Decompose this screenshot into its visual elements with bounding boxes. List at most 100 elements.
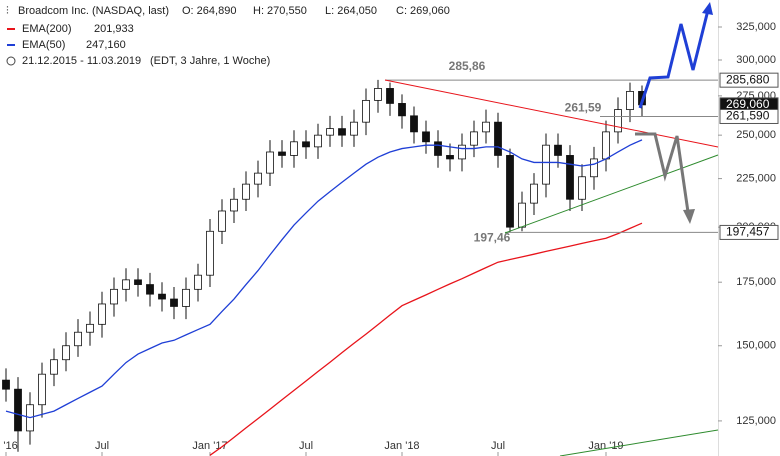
price-label: 269,060 <box>726 97 770 111</box>
candle-body <box>338 128 346 136</box>
candle-body <box>122 279 130 290</box>
high: H: 270,550 <box>253 5 307 17</box>
candle-body <box>62 345 70 361</box>
legend-label: EMA(200) <box>22 23 72 35</box>
candle-body <box>398 103 406 117</box>
candle-body <box>278 151 286 156</box>
candle-body <box>530 183 538 204</box>
candle-body <box>626 90 634 110</box>
price-label: 285,680 <box>726 72 770 86</box>
legend-value: 247,160 <box>86 39 126 51</box>
candle-body <box>38 373 46 406</box>
x-tick-label: Jan '19 <box>588 440 623 452</box>
candle-body <box>446 155 454 160</box>
x-tick-label: Jan '18 <box>384 440 419 452</box>
y-tick-label: 250,000 <box>736 129 776 141</box>
candle-body <box>14 388 22 432</box>
x-tick-label: n '16 <box>0 440 18 452</box>
candle-body <box>206 230 214 276</box>
y-tick-label: 150,000 <box>736 340 776 352</box>
header: ⫶ Broadcom Inc. (NASDAQ, last) O: 264,89… <box>6 5 450 67</box>
candle-body <box>2 379 10 390</box>
ema-line <box>209 222 643 456</box>
ema-line <box>5 139 643 419</box>
annotation: 197,46 <box>474 231 511 245</box>
candle-body <box>422 131 430 143</box>
candle-body <box>194 274 202 290</box>
plot: 125,000150,000175,000200,000225,000250,0… <box>0 21 779 456</box>
candle-body <box>434 141 442 156</box>
arrowhead <box>702 2 713 15</box>
trendline <box>384 79 719 148</box>
candle-body <box>170 298 178 307</box>
candle-body <box>386 88 394 104</box>
candle-body <box>50 359 58 375</box>
y-tick-label: 325,000 <box>736 21 776 33</box>
candle-body <box>554 144 562 156</box>
candle-body <box>602 131 610 160</box>
candle-body <box>482 121 490 133</box>
open: O: 264,890 <box>182 5 236 17</box>
candle-body <box>362 99 370 123</box>
candle-body <box>218 210 226 232</box>
candle-body <box>590 158 598 178</box>
annotation: 285,86 <box>449 59 486 73</box>
candle-body <box>518 202 526 228</box>
instrument-name: Broadcom Inc. (NASDAQ, last) <box>18 5 169 17</box>
candle-body <box>110 288 118 305</box>
candle-body <box>326 128 334 136</box>
x-tick-label: Jul <box>299 440 313 452</box>
x-tick-label: Jul <box>491 440 505 452</box>
icon: ⫶ <box>6 5 9 17</box>
candle-body <box>230 198 238 212</box>
date-range: 21.12.2015 - 11.03.2019 <box>22 55 141 67</box>
y-tick-label: 225,000 <box>736 173 776 185</box>
price-box <box>719 224 779 240</box>
close: C: 269,060 <box>396 5 450 17</box>
candle-body <box>470 131 478 146</box>
price-box <box>719 72 779 88</box>
candle-body <box>374 88 382 101</box>
y-tick-label: 300,000 <box>736 54 776 66</box>
annotation: 261,59 <box>565 101 602 115</box>
candle-body <box>134 279 142 285</box>
price-box <box>719 108 779 124</box>
candle-body <box>266 151 274 174</box>
candle-body <box>290 141 298 156</box>
legend-label: EMA(50) <box>22 39 65 51</box>
candle-body <box>566 155 574 200</box>
candle-body <box>254 172 262 185</box>
period: (EDT, 3 Jahre, 1 Woche) <box>150 55 270 67</box>
y-tick-label: 175,000 <box>736 276 776 288</box>
candle-body <box>350 121 358 136</box>
candle-body <box>146 284 154 295</box>
candle-body <box>458 144 466 160</box>
candle-body <box>86 323 94 333</box>
candle-body <box>98 303 106 325</box>
candle-body <box>314 134 322 148</box>
clock-icon <box>6 56 16 66</box>
price-label: 261,590 <box>726 109 770 123</box>
trendline <box>559 429 719 456</box>
candle-body <box>74 331 82 347</box>
candle-body <box>506 155 514 228</box>
candle-body <box>494 121 502 156</box>
legend-value: 201,933 <box>94 23 134 35</box>
candle-body <box>158 293 166 300</box>
price-label: 197,457 <box>726 225 770 239</box>
arrowhead <box>683 209 695 224</box>
candle-body <box>242 183 250 200</box>
scenario-arrow <box>638 9 710 109</box>
candle-body <box>182 288 190 307</box>
candle-body <box>410 115 418 133</box>
y-tick-label: 125,000 <box>736 415 776 427</box>
low: L: 264,050 <box>325 5 377 17</box>
candle-body <box>302 141 310 148</box>
candle-body <box>614 109 622 133</box>
scenario-arrow <box>635 132 690 213</box>
candle-body <box>578 176 586 200</box>
candle-body <box>542 144 550 185</box>
x-tick-label: Jul <box>95 440 109 452</box>
